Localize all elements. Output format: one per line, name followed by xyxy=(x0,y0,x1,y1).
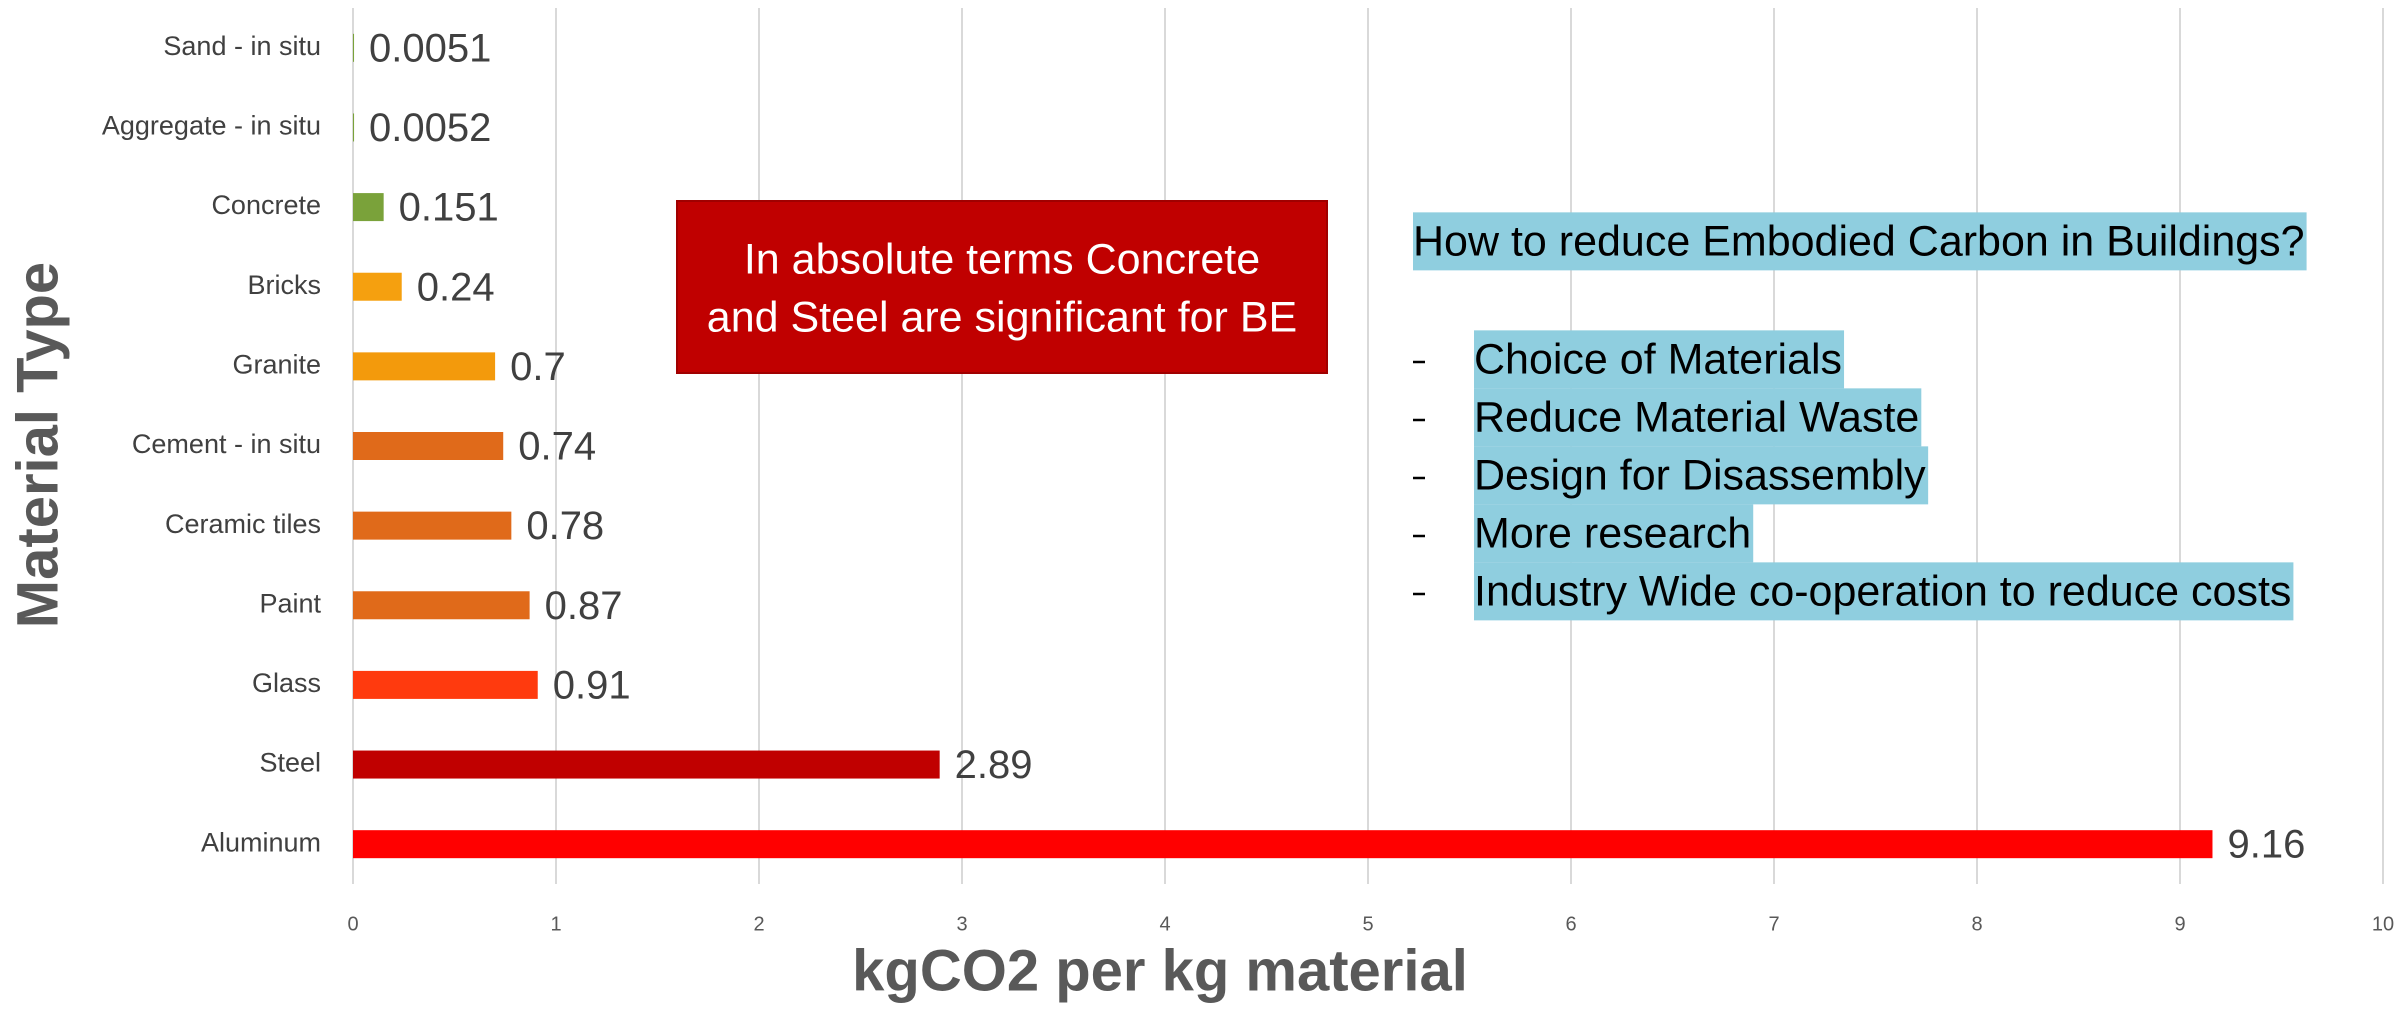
x-tick-label: 10 xyxy=(2372,913,2394,935)
bar xyxy=(353,33,355,62)
value-label: 0.74 xyxy=(518,425,596,469)
y-tick-label: Paint xyxy=(259,588,321,618)
list-item: Design for Disassembly xyxy=(1474,451,1926,499)
list-item: More research xyxy=(1474,509,1751,557)
value-label: 2.89 xyxy=(955,743,1033,787)
value-label: 0.87 xyxy=(545,584,623,628)
y-tick-label: Ceramic tiles xyxy=(165,509,321,539)
highlight xyxy=(1474,330,1845,389)
x-tick-label: 1 xyxy=(550,913,561,935)
x-tick-label: 2 xyxy=(753,913,764,935)
highlight xyxy=(1474,446,1929,505)
value-label: 9.16 xyxy=(2227,823,2305,867)
list-item: Choice of Materials xyxy=(1474,335,1842,383)
highlight xyxy=(1474,504,1754,563)
value-label: 0.91 xyxy=(553,663,631,707)
value-label: 0.78 xyxy=(526,504,604,548)
bar xyxy=(353,830,2213,859)
y-tick-label: Aggregate - in situ xyxy=(102,111,321,141)
x-tick-label: 9 xyxy=(2174,913,2185,935)
bar xyxy=(353,670,538,699)
value-label: 0.151 xyxy=(399,186,499,230)
x-tick-label: 0 xyxy=(347,913,358,935)
bar xyxy=(353,272,402,301)
bar xyxy=(353,511,512,540)
list-item: Industry Wide co-operation to reduce cos… xyxy=(1474,567,2291,615)
y-tick-label: Aluminum xyxy=(201,827,321,857)
x-tick-label: 8 xyxy=(1971,913,1982,935)
highlight xyxy=(1474,562,2294,621)
bar xyxy=(353,432,504,460)
y-tick-label: Bricks xyxy=(248,270,322,300)
y-axis-label: Material Type xyxy=(5,262,70,628)
highlight xyxy=(1474,388,1922,447)
value-label: 0.0051 xyxy=(369,26,491,70)
x-tick-label: 4 xyxy=(1159,913,1170,935)
value-label: 0.24 xyxy=(417,265,495,309)
y-tick-label: Sand - in situ xyxy=(163,31,321,61)
highlight xyxy=(1413,212,2307,271)
x-tick-label: 7 xyxy=(1768,913,1779,935)
x-tick-label: 6 xyxy=(1565,913,1576,935)
value-label: 0.0052 xyxy=(369,106,491,150)
x-tick-label: 3 xyxy=(956,913,967,935)
y-tick-label: Steel xyxy=(259,748,321,778)
annotation-box xyxy=(676,200,1328,374)
bar xyxy=(353,352,496,381)
y-tick-label: Granite xyxy=(232,349,321,379)
bar xyxy=(353,750,940,779)
annotation-text: and Steel are significant for BE xyxy=(707,293,1297,341)
bar xyxy=(353,591,530,620)
list-item: Reduce Material Waste xyxy=(1474,393,1919,441)
y-tick-label: Cement - in situ xyxy=(132,429,321,459)
x-tick-label: 5 xyxy=(1362,913,1373,935)
y-tick-label: Glass xyxy=(252,668,321,698)
annotation-text: In absolute terms Concrete xyxy=(744,235,1260,283)
y-tick-label: Concrete xyxy=(211,190,321,220)
bar xyxy=(353,113,355,142)
bar xyxy=(353,193,384,222)
value-label: 0.7 xyxy=(510,345,566,389)
list-title: How to reduce Embodied Carbon in Buildin… xyxy=(1413,217,2305,265)
x-axis-label: kgCO2 per kg material xyxy=(852,938,1468,1003)
